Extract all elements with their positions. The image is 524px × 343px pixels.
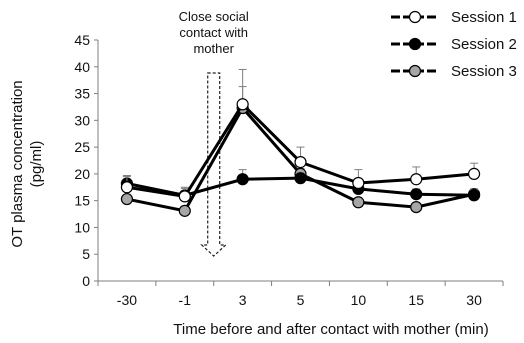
data-point xyxy=(120,192,134,206)
data-point xyxy=(467,189,481,202)
annotation-arrow xyxy=(200,72,228,257)
y-tick-label: 0 xyxy=(82,273,90,289)
y-tick-label: 5 xyxy=(82,246,90,262)
x-tick-label: -1 xyxy=(179,292,192,308)
y-tick-label: 15 xyxy=(74,193,90,209)
data-point xyxy=(467,167,481,180)
legend-label: Session 1 xyxy=(451,9,517,26)
x-tick-label: 10 xyxy=(351,292,367,308)
series-group xyxy=(120,68,481,217)
y-axis-title-line2: (pg/ml) xyxy=(28,141,45,188)
legend-label: Session 2 xyxy=(451,36,517,53)
y-tick-label: 45 xyxy=(74,32,90,48)
data-point xyxy=(236,173,249,186)
y-axis: 0 5 10 15 20 25 30 35 40 45 xyxy=(74,32,99,289)
data-point xyxy=(352,176,365,190)
y-tick-label: 30 xyxy=(74,112,90,128)
y-axis-title-line1: OT plasma concentration xyxy=(9,80,26,247)
x-tick-label: 15 xyxy=(408,292,424,308)
data-point xyxy=(294,156,307,169)
legend-marker xyxy=(408,64,422,78)
legend: Session 1 Session 2 Session 3 xyxy=(391,9,517,80)
data-point xyxy=(178,190,191,203)
y-tick-label: 25 xyxy=(74,139,90,155)
y-tick-label: 20 xyxy=(74,166,90,182)
data-point xyxy=(236,98,249,111)
annotation-label: contact with xyxy=(179,25,248,40)
legend-marker xyxy=(408,37,422,51)
series-1 xyxy=(120,68,481,203)
y-tick-label: 40 xyxy=(74,59,90,75)
data-point xyxy=(410,188,423,201)
x-tick-label: -30 xyxy=(117,292,137,308)
x-axis-title: Time before and after contact with mothe… xyxy=(173,321,488,338)
data-point xyxy=(410,173,423,186)
data-point xyxy=(120,181,134,194)
x-tick-label: 3 xyxy=(239,292,247,308)
x-axis: -30 -1 3 5 10 15 30 xyxy=(97,280,504,308)
data-point xyxy=(410,200,423,214)
annotation-label: mother xyxy=(193,41,234,56)
x-tick-label: 5 xyxy=(297,292,305,308)
y-tick-label: 35 xyxy=(74,86,90,102)
data-point xyxy=(178,204,191,217)
legend-marker xyxy=(408,10,422,24)
data-point xyxy=(352,196,365,209)
legend-label: Session 3 xyxy=(451,63,517,80)
x-tick-label: 30 xyxy=(466,292,482,308)
data-point xyxy=(294,172,307,185)
y-tick-label: 10 xyxy=(74,219,90,235)
annotation-label: Close social xyxy=(179,9,249,24)
